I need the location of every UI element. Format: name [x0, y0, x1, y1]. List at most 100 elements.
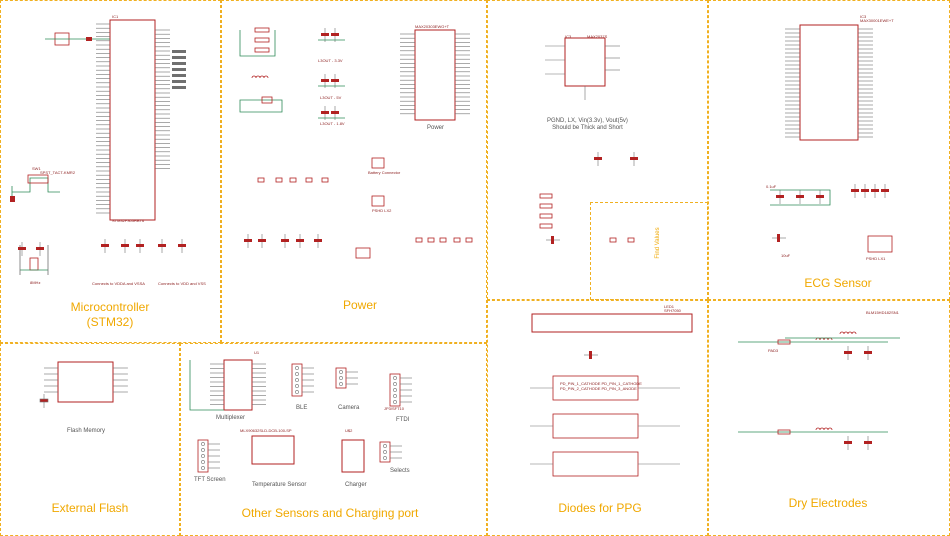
capacitor-body — [844, 441, 852, 444]
photodiode-block — [552, 451, 639, 477]
capacitor-body — [551, 236, 554, 244]
resistor — [289, 177, 297, 183]
resistor — [539, 203, 553, 209]
title-diodes-ppg: Diodes for PPG — [558, 501, 642, 515]
resistor — [254, 47, 270, 53]
boost-ic — [545, 37, 620, 100]
ppg-pins-text: PD_PIN_1_CATHODE PD_PIN_1_CATHODE PD_PIN… — [560, 381, 642, 391]
capacitor-body — [796, 195, 804, 198]
inductor — [839, 331, 857, 335]
electrode-pad-label: PAD3 — [768, 348, 779, 353]
capacitor-body — [630, 157, 638, 160]
resistor — [777, 339, 791, 345]
resistor — [539, 223, 553, 229]
resistor — [539, 193, 553, 199]
electrode-inductor-label: BLM15HD182SN1 — [866, 310, 899, 315]
pshd-connector — [371, 195, 385, 207]
ecg-cap-10: 10uF — [781, 253, 791, 258]
capacitor-body — [331, 111, 339, 114]
capacitor-body — [864, 351, 872, 354]
switch-label: SW1 — [32, 166, 41, 171]
resistor — [777, 429, 791, 435]
capacitor-body — [296, 239, 304, 242]
wire — [239, 99, 283, 113]
net-flag — [172, 62, 186, 65]
ecg-ic-ref: IC3 — [860, 14, 867, 19]
capacitor-body — [331, 33, 339, 36]
battery-connector — [371, 157, 385, 169]
capacitor-body — [158, 244, 166, 247]
header-pin — [201, 460, 205, 464]
flash-pins — [39, 367, 128, 408]
boost-ic-part: MAX2037S — [587, 34, 608, 39]
decoupling-caps-mcu — [18, 239, 186, 256]
mcu-pins-left — [96, 23, 110, 214]
resistor — [305, 177, 313, 183]
ppg-led — [531, 313, 693, 333]
title-dry-electrodes: Dry Electrodes — [788, 496, 868, 510]
mux-ref: U1 — [254, 350, 260, 355]
camera-caption: Camera — [338, 405, 360, 411]
capacitor-body — [864, 441, 872, 444]
boost-ic-ref: IC3 — [565, 34, 572, 39]
power-caption: Power — [427, 125, 445, 131]
capacitor-body — [178, 244, 186, 247]
charger-ref: U$2 — [345, 428, 353, 433]
ldo-33-label: L3OUT - 3.3V — [318, 58, 343, 63]
battery-label: Battery Connector — [368, 170, 401, 175]
header-pin — [201, 454, 205, 458]
ldo-5-label: L3OUT - 5V — [320, 95, 342, 100]
ecg-pshd-label: PSHD LX1 — [866, 256, 886, 261]
frame-power — [221, 0, 487, 343]
connector-headers — [197, 363, 412, 473]
resistor — [254, 37, 270, 43]
capacitor-body — [39, 398, 49, 403]
capacitor-body — [776, 195, 784, 198]
header-pin — [383, 456, 387, 460]
tact-switch — [10, 174, 60, 202]
crystal-label: 8MHz — [30, 280, 41, 285]
photodiode-block — [552, 413, 639, 439]
charger-caption: Charger — [345, 482, 367, 488]
ftdi-part: JP3/SFT10 — [384, 406, 405, 411]
resistor — [321, 177, 329, 183]
net-flag — [172, 68, 186, 71]
tft-caption: TFT Screen — [194, 477, 226, 483]
capacitor-body — [861, 189, 869, 192]
wire — [770, 189, 831, 206]
reset-button — [45, 32, 110, 46]
led-ref: LED1 — [664, 304, 675, 309]
ecg-cap-01: 0.1uF — [766, 184, 777, 189]
capacitor-body — [121, 244, 129, 247]
capacitor-body — [321, 33, 329, 36]
power-ic — [414, 29, 456, 121]
header-pin — [393, 394, 397, 398]
capacitor-body — [321, 111, 329, 114]
mcu-part-label: STM32F303RBT6 — [112, 218, 145, 223]
net-flag — [172, 86, 186, 89]
led-part: SFH7050 — [664, 308, 681, 313]
connector-note-a: Connects to VDDA and VSSA — [92, 281, 145, 286]
resistor — [254, 27, 270, 33]
capacitor-body — [321, 79, 329, 82]
inductor — [815, 337, 833, 341]
mcu-symbol — [109, 19, 156, 221]
capacitor-body — [816, 195, 824, 198]
header-pin — [383, 444, 387, 448]
power-ic-part-label: MAX20303EWG+T — [415, 24, 450, 29]
connector-note-b: Connects to VDD and VSS — [158, 281, 206, 286]
temp-caption: Temperature Sensor — [252, 482, 307, 488]
resistor — [415, 237, 423, 243]
header-pin — [201, 448, 205, 452]
flash-chip — [57, 361, 114, 403]
mosfet — [261, 96, 273, 104]
capacitor-body — [331, 79, 339, 82]
header-pin — [383, 450, 387, 454]
title-microcontroller: Microcontroller (STM32) — [70, 300, 150, 329]
boost-support — [539, 152, 638, 244]
frame-find-values — [590, 202, 708, 300]
net-flag — [172, 50, 186, 53]
inductor — [815, 427, 833, 431]
ftdi-caption: FTDI — [396, 417, 410, 423]
header-pin — [295, 378, 299, 382]
